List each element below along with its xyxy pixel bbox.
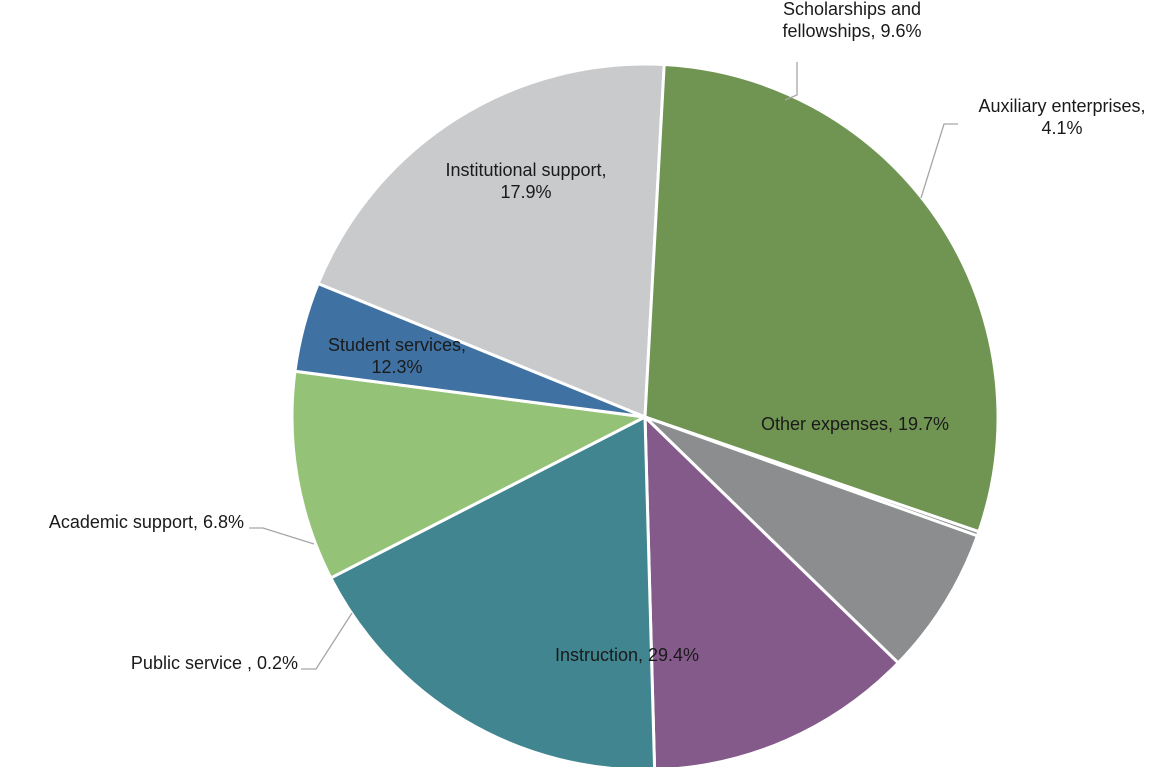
data-label-line: Other expenses, 19.7% xyxy=(761,414,949,434)
data-label-line: Student services, xyxy=(328,335,466,355)
pie-slice-other-expenses xyxy=(316,62,666,419)
data-label-student-services: Student services, 12.3% xyxy=(328,335,466,377)
data-label-line: Auxiliary enterprises, xyxy=(978,96,1145,116)
data-label-line: 17.9% xyxy=(500,182,551,202)
pie-slice-academic-support xyxy=(643,415,979,665)
pie-slice-instruction xyxy=(643,63,1000,534)
data-label-academic-support: Academic support, 6.8% xyxy=(49,512,244,532)
data-labels: Other expenses, 19.7% Instruction, 29.4% P… xyxy=(49,0,1146,673)
data-label-other-expenses: Other expenses, 19.7% xyxy=(761,414,949,434)
data-label-line: 12.3% xyxy=(371,357,422,377)
pie-slice-auxiliary-enterprises xyxy=(293,282,647,419)
data-label-institutional-support: Institutional support, 17.9% xyxy=(445,160,606,202)
data-label-line: Instruction, 29.4% xyxy=(555,645,699,665)
pie-slice-student-services xyxy=(643,415,900,767)
leader-lines xyxy=(249,62,958,670)
data-label-line: Academic support, 6.8% xyxy=(49,512,244,532)
data-label-public-service: Public service , 0.2% xyxy=(131,653,298,673)
data-label-line: Institutional support, xyxy=(445,160,606,180)
data-label-line: fellowships, 9.6% xyxy=(782,21,921,41)
pie-slice-institutional-support xyxy=(329,415,657,767)
pie-slice-scholarships-and-fellowships xyxy=(290,369,647,580)
data-label-line: Scholarships and xyxy=(783,0,921,19)
data-label-scholarships-and-fellowships: Scholarships and fellowships, 9.6% xyxy=(782,0,921,41)
leader-line-academic-support xyxy=(249,527,315,545)
data-label-instruction: Instruction, 29.4% xyxy=(555,645,699,665)
pie-slices xyxy=(290,62,1000,767)
leader-line-scholarships-and-fellowships xyxy=(784,62,798,101)
data-label-auxiliary-enterprises: Auxiliary enterprises, 4.1% xyxy=(978,96,1145,138)
leader-line-auxiliary-enterprises xyxy=(920,123,958,199)
data-label-line: 4.1% xyxy=(1041,118,1082,138)
data-label-line: Public service , 0.2% xyxy=(131,653,298,673)
leader-line-public-service xyxy=(301,612,353,670)
